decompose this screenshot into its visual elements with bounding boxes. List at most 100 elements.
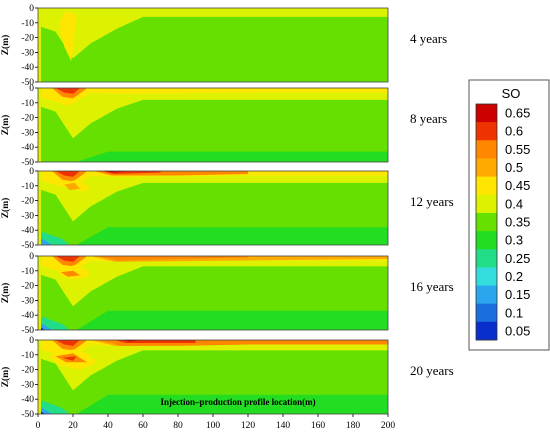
y-tick-label: -30: [21, 48, 34, 58]
x-tick-label: 60: [138, 421, 148, 431]
contour-region: [62, 356, 77, 361]
y-tick-label: -40: [21, 226, 34, 236]
panel-frame: [37, 7, 389, 83]
contour-region: [76, 227, 388, 245]
y-tick-label: -30: [21, 380, 34, 390]
panel-frame: [37, 87, 389, 163]
y-tick-label: -10: [21, 99, 34, 109]
contour-region: [55, 340, 80, 346]
x-tick-label: 0: [36, 421, 41, 431]
x-tick-label: 100: [206, 421, 221, 431]
well-stripe: [38, 340, 41, 414]
colorbar-label: 0.45: [505, 178, 530, 193]
x-tick-label: 80: [173, 421, 183, 431]
x-tick-label: 200: [381, 421, 396, 431]
contour-region: [87, 88, 388, 94]
panel-4: 0 -10 -20 -30 -40 -50 Z(m) 16 years: [0, 252, 454, 336]
colorbar-label: 0.05: [505, 323, 530, 338]
well-stripe: [38, 88, 41, 162]
y-axis-label: Z(m): [0, 35, 11, 56]
colorbar-label: 0.3: [505, 233, 523, 248]
y-tick-label: -10: [21, 19, 34, 29]
y-tick-label: -10: [21, 267, 34, 277]
panel-1: 0 -10 -20 -30 -40 -50 Z(m) 4 years: [0, 4, 447, 88]
y-axis-label: Z(m): [0, 283, 11, 304]
panel-frame: [37, 255, 389, 331]
colorbar-label: 0.55: [505, 142, 530, 157]
well-stripe: [38, 256, 41, 330]
well-stripe: [38, 171, 41, 245]
colorbar-swatch: [476, 285, 497, 304]
y-tick-label: -30: [21, 296, 34, 306]
panel-time-label: 20 years: [410, 363, 454, 378]
colorbar-title: SO: [502, 86, 521, 101]
y-tick-label: 0: [29, 167, 34, 177]
panels-group: 0 -10 -20 -30 -40 -50 Z(m) 4 years 0 -10 -20 -30 -40…: [0, 4, 454, 431]
colorbar-border: [475, 103, 498, 341]
y-tick-label: -30: [21, 128, 34, 138]
colorbar-label: 0.6: [505, 124, 523, 139]
y-tick-label: -10: [21, 351, 34, 361]
colorbar-swatch: [476, 104, 497, 123]
colorbar-label: 0.25: [505, 251, 530, 266]
y-tick-label: -50: [21, 78, 34, 88]
y-tick-label: -20: [21, 282, 34, 292]
y-tick-label: -40: [21, 143, 34, 153]
colorbar: SO 0.65 0.6 0.55 0.5 0.45 0.4 0.35 0.3 0.25 0.2 0.1…: [468, 79, 550, 351]
y-tick-label: 0: [29, 252, 34, 262]
y-tick-label: -20: [21, 114, 34, 124]
y-tick-label: -20: [21, 366, 34, 376]
y-axis-label: Z(m): [0, 198, 11, 219]
contour-region: [38, 88, 388, 139]
contour-fill: [38, 8, 388, 82]
panel-time-label: 12 years: [410, 194, 454, 209]
panel-5: 0 -10 -20 -30 -40 -50 Z(m) 20 years: [0, 336, 454, 420]
contour-fill: [38, 340, 388, 414]
contour-region: [64, 182, 80, 191]
y-tick-label: -20: [21, 34, 34, 44]
x-tick-label: 180: [346, 421, 361, 431]
y-tick-label: -40: [21, 63, 34, 73]
contour-region: [38, 8, 388, 59]
colorbar-label: 0.4: [505, 196, 523, 211]
colorbar-swatch: [476, 176, 497, 196]
contour-region: [38, 171, 388, 222]
contour-fill: [38, 171, 388, 245]
y-tick-label: -10: [21, 182, 34, 192]
panel-time-label: 16 years: [410, 279, 454, 294]
contour-fill: [38, 88, 388, 162]
colorbar-label: 0.2: [505, 269, 523, 284]
y-tick-label: -50: [21, 326, 34, 336]
contour-region: [76, 394, 388, 414]
panel-3: 0 -10 -20 -30 -40 -50 Z(m) 12 years: [0, 167, 454, 251]
colorbar-swatch: [476, 194, 497, 214]
x-tick-label: 160: [311, 421, 326, 431]
x-tick-label: 20: [68, 421, 78, 431]
y-tick-label: -20: [21, 197, 34, 207]
contour-region: [38, 340, 388, 391]
colorbar-swatch: [476, 122, 497, 141]
contour-region: [38, 236, 52, 245]
y-tick-label: -40: [21, 395, 34, 405]
contour-region: [55, 256, 80, 262]
panel-time-label: 4 years: [410, 31, 447, 46]
x-axis-label: Injection–production profile location(m): [161, 397, 316, 407]
panel-frame: [37, 170, 389, 246]
x-tick-label: 140: [276, 421, 291, 431]
y-tick-label: -40: [21, 311, 34, 321]
colorbar-swatch: [476, 303, 497, 323]
contour-region: [76, 151, 388, 162]
y-tick-label: 0: [29, 4, 34, 14]
colorbar-swatch: [476, 231, 497, 250]
y-tick-label: -50: [21, 158, 34, 168]
colorbar-label: 0.65: [505, 106, 530, 121]
contour-region: [38, 256, 388, 307]
x-axis: 0 20 40 60 80 100 120 140 160 180 200: [36, 414, 396, 431]
contour-region: [97, 256, 248, 261]
colorbar-swatch: [476, 212, 497, 232]
panel-2: 0 -10 -20 -30 -40 -50 Z(m) 8 years: [0, 84, 447, 168]
well-stripe: [38, 8, 41, 82]
y-tick-label: 0: [29, 84, 34, 94]
